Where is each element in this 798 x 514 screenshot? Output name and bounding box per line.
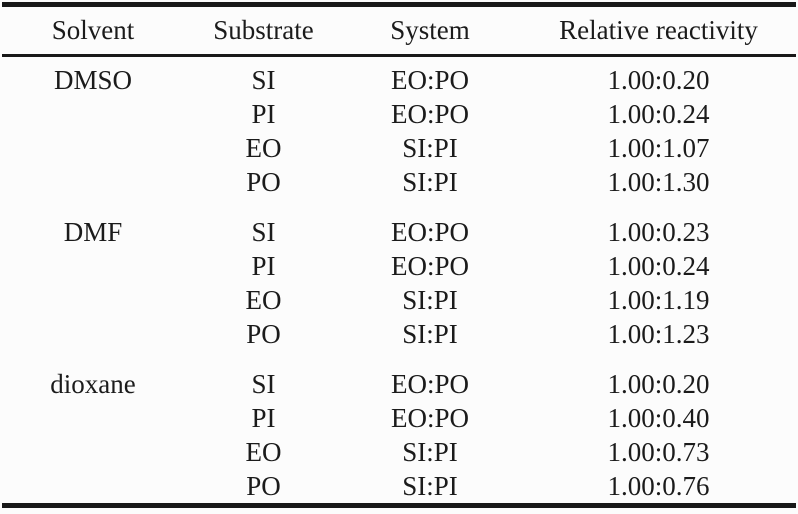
relative-reactivity-cell: 1.00:1.30 xyxy=(607,167,710,197)
system-cell: SI:PI xyxy=(402,285,458,315)
system-cell: SI:PI xyxy=(402,319,458,349)
system-cell: EO:PO xyxy=(390,99,469,129)
relative-reactivity-cell: 1.00:1.07 xyxy=(607,133,710,163)
table-row: PO SI:PI 1.00:1.23 xyxy=(0,317,798,351)
system-cell: SI:PI xyxy=(402,133,458,163)
relative-reactivity-cell: 1.00:1.19 xyxy=(607,285,710,315)
relative-reactivity-cell: 1.00:0.73 xyxy=(607,437,710,467)
system-cell: EO:PO xyxy=(390,251,469,281)
solvent-cell xyxy=(0,283,186,317)
table-row: EO SI:PI 1.00:0.73 xyxy=(0,435,798,469)
solvent-cell xyxy=(0,165,186,199)
solvent-section: DMF SI EO:PO 1.00:0.23 PI EO:PO 1.00:0.24 EO SI:… xyxy=(0,215,798,351)
system-cell: EO:PO xyxy=(390,217,469,247)
solvent-section: dioxane SI EO:PO 1.00:0.20 PI EO:PO 1.00:0.40 E… xyxy=(0,367,798,503)
substrate-cell: EO xyxy=(245,133,282,163)
relative-reactivity-cell: 1.00:0.24 xyxy=(607,251,710,281)
substrate-cell: SI xyxy=(251,65,276,95)
solvent-cell xyxy=(0,249,186,283)
substrate-cell: PI xyxy=(251,251,276,281)
table-row: dioxane SI EO:PO 1.00:0.20 xyxy=(0,367,798,401)
system-cell: SI:PI xyxy=(402,437,458,467)
relative-reactivity-cell: 1.00:0.24 xyxy=(607,99,710,129)
solvent-cell xyxy=(0,131,186,165)
table-row: PI EO:PO 1.00:0.24 xyxy=(0,97,798,131)
table-row: EO SI:PI 1.00:1.19 xyxy=(0,283,798,317)
relative-reactivity-cell: 1.00:0.76 xyxy=(607,471,710,501)
relative-reactivity-cell: 1.00:0.23 xyxy=(607,217,710,247)
solvent-cell xyxy=(0,469,186,503)
system-cell: EO:PO xyxy=(390,369,469,399)
column-header-relative-reactivity: Relative reactivity xyxy=(559,15,758,45)
relative-reactivity-cell: 1.00:0.20 xyxy=(607,369,710,399)
column-header-solvent: Solvent xyxy=(51,15,135,45)
solvent-section: DMSO SI EO:PO 1.00:0.20 PI EO:PO 1.00:0.24 EO SI… xyxy=(0,63,798,199)
table-body: DMSO SI EO:PO 1.00:0.20 PI EO:PO 1.00:0.24 EO SI… xyxy=(0,57,798,503)
solvent-cell xyxy=(0,317,186,351)
table-row: DMSO SI EO:PO 1.00:0.20 xyxy=(0,63,798,97)
table-row: PI EO:PO 1.00:0.40 xyxy=(0,401,798,435)
solvent-cell: DMF xyxy=(63,217,123,247)
system-cell: EO:PO xyxy=(390,65,469,95)
table-header-row: Solvent Substrate System Relative reactivit… xyxy=(0,7,798,54)
relative-reactivity-cell: 1.00:0.40 xyxy=(607,403,710,433)
substrate-cell: PO xyxy=(246,471,281,501)
table-row: PO SI:PI 1.00:0.76 xyxy=(0,469,798,503)
solvent-cell: DMSO xyxy=(53,65,133,95)
table-bottom-rule xyxy=(2,503,796,508)
table-row: PI EO:PO 1.00:0.24 xyxy=(0,249,798,283)
system-cell: EO:PO xyxy=(390,403,469,433)
relative-reactivity-cell: 1.00:1.23 xyxy=(607,319,710,349)
system-cell: SI:PI xyxy=(402,471,458,501)
substrate-cell: SI xyxy=(251,217,276,247)
header-separator-rule xyxy=(2,54,796,57)
substrate-cell: PI xyxy=(251,403,276,433)
substrate-cell: SI xyxy=(251,369,276,399)
solvent-cell: dioxane xyxy=(50,369,136,399)
table-row: PO SI:PI 1.00:1.30 xyxy=(0,165,798,199)
table-row: EO SI:PI 1.00:1.07 xyxy=(0,131,798,165)
column-header-substrate: Substrate xyxy=(213,15,314,45)
solvent-cell xyxy=(0,435,186,469)
substrate-cell: EO xyxy=(245,437,282,467)
column-header-system: System xyxy=(390,15,470,45)
relative-reactivity-cell: 1.00:0.20 xyxy=(607,65,710,95)
system-cell: SI:PI xyxy=(402,167,458,197)
substrate-cell: PO xyxy=(246,319,281,349)
substrate-cell: PO xyxy=(246,167,281,197)
table-row: DMF SI EO:PO 1.00:0.23 xyxy=(0,215,798,249)
substrate-cell: EO xyxy=(245,285,282,315)
solvent-cell xyxy=(0,401,186,435)
substrate-cell: PI xyxy=(251,99,276,129)
table-top-rule xyxy=(2,2,796,7)
solvent-cell xyxy=(0,97,186,131)
